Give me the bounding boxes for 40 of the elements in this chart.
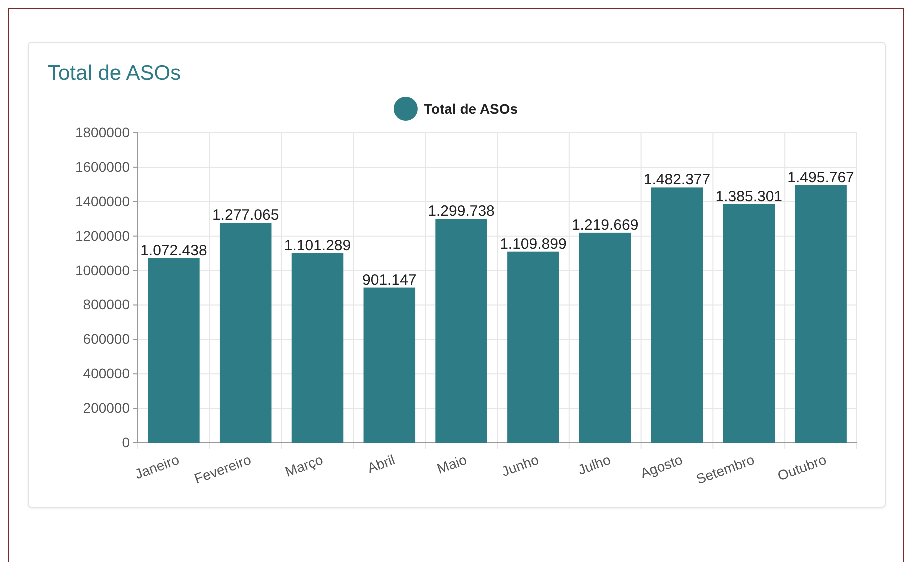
- bar: [148, 258, 200, 443]
- y-tick-label: 200000: [83, 400, 130, 416]
- y-tick-label: 400000: [83, 366, 130, 382]
- x-tick-label: Agosto: [638, 451, 685, 482]
- x-tick-label: Junho: [500, 451, 542, 480]
- y-tick-label: 0: [122, 434, 130, 450]
- bar: [579, 232, 632, 443]
- y-tick-label: 1000000: [75, 262, 130, 278]
- text: 1.219.669: [572, 216, 639, 234]
- x-tick-label: Julho: [576, 451, 614, 478]
- text: 1.299.738: [428, 203, 495, 220]
- y-tick-label: 800000: [83, 296, 130, 313]
- chart-title: Total de ASOs: [48, 62, 182, 85]
- text: 1.385.301: [716, 188, 783, 206]
- bar: [436, 219, 488, 443]
- text: 1.101.289: [284, 237, 352, 254]
- bar: [508, 252, 560, 443]
- y-tick-label: 1200000: [75, 228, 130, 244]
- bar: [292, 253, 344, 443]
- text: 1.495.767: [788, 169, 854, 186]
- legend-label: Total de ASOs: [424, 101, 518, 117]
- bar: [651, 188, 704, 443]
- text: 1.277.065: [212, 207, 280, 224]
- x-tick-label: Outubro: [776, 451, 829, 484]
- y-tick-label: 600000: [83, 331, 130, 348]
- y-tick-label: 1600000: [75, 158, 130, 175]
- bar: [795, 185, 847, 443]
- bar: [220, 223, 272, 443]
- y-tick-label: 1400000: [75, 193, 130, 210]
- y-tick-label: 1800000: [75, 124, 130, 140]
- x-tick-label: Maio: [435, 451, 470, 477]
- text: 1.482.377: [644, 172, 711, 189]
- x-tick-label: Abril: [365, 452, 398, 476]
- x-tick-label: Março: [283, 451, 326, 480]
- text: 1.109.899: [500, 236, 567, 253]
- text: 1.072.438: [140, 242, 208, 260]
- bar: [723, 204, 776, 443]
- bar: [364, 288, 416, 443]
- text: 901.147: [362, 272, 417, 289]
- x-tick-label: Janeiro: [132, 451, 182, 482]
